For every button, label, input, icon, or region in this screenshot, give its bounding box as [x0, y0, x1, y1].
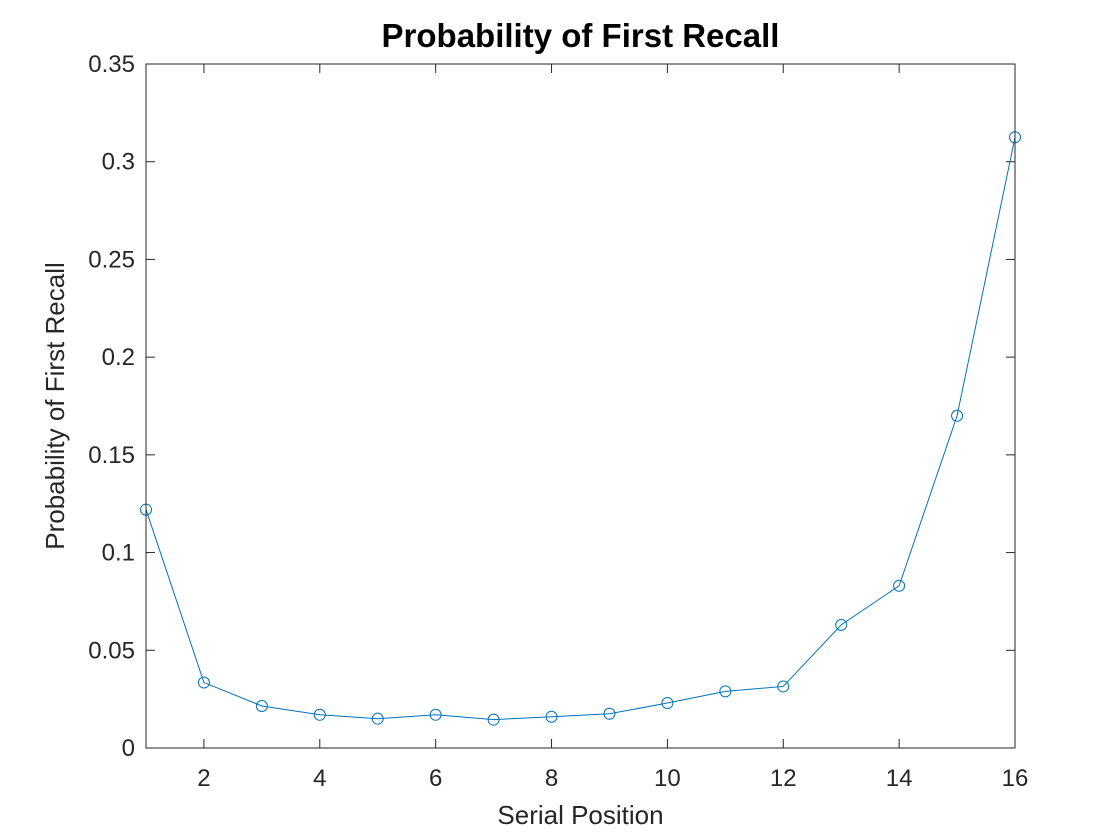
y-tick-label: 0.3 [102, 149, 135, 176]
axes-box [145, 63, 1016, 749]
data-point-marker [197, 676, 210, 689]
data-point-marker [719, 685, 732, 698]
data-point-marker [603, 707, 616, 720]
x-tick-labels: 2 4 6 8 10 12 14 16 [197, 765, 1028, 792]
data-point-marker [951, 409, 964, 422]
data-point-marker [313, 708, 326, 721]
x-tick-label: 2 [197, 765, 210, 792]
y-tick-label: 0.15 [88, 442, 135, 469]
y-tick-label: 0.35 [88, 51, 135, 78]
y-tick-label: 0 [122, 735, 135, 762]
y-tick-label: 0.25 [88, 246, 135, 273]
y-tick-label: 0.05 [88, 637, 135, 664]
x-tick-label: 14 [886, 765, 913, 792]
x-tick-label: 10 [654, 765, 681, 792]
y-tick-label: 0.2 [102, 344, 135, 371]
data-point-marker [545, 710, 558, 723]
data-point-marker [429, 708, 442, 721]
data-point-marker [371, 712, 384, 725]
data-point-marker [661, 697, 674, 710]
plot-area [146, 64, 1015, 748]
data-point-marker [835, 618, 848, 631]
x-tick-label: 12 [770, 765, 797, 792]
y-axis-label: Probability of First Recall [40, 262, 70, 550]
y-tick-labels: 0 0.05 0.1 0.15 0.2 0.25 0.3 0.35 [88, 51, 135, 762]
x-axis-label: Serial Position [497, 800, 663, 830]
x-tick-label: 8 [545, 765, 558, 792]
x-tick-label: 16 [1002, 765, 1029, 792]
data-point-marker [487, 713, 500, 726]
x-tick-label: 4 [313, 765, 326, 792]
x-tick-label: 6 [429, 765, 442, 792]
series-layer [140, 131, 1021, 726]
data-point-marker [255, 699, 268, 712]
series-line [145, 137, 1016, 721]
data-point-marker [893, 579, 906, 592]
data-point-marker [777, 680, 790, 693]
y-tick-label: 0.1 [102, 540, 135, 567]
chart-title: Probability of First Recall [382, 17, 780, 54]
